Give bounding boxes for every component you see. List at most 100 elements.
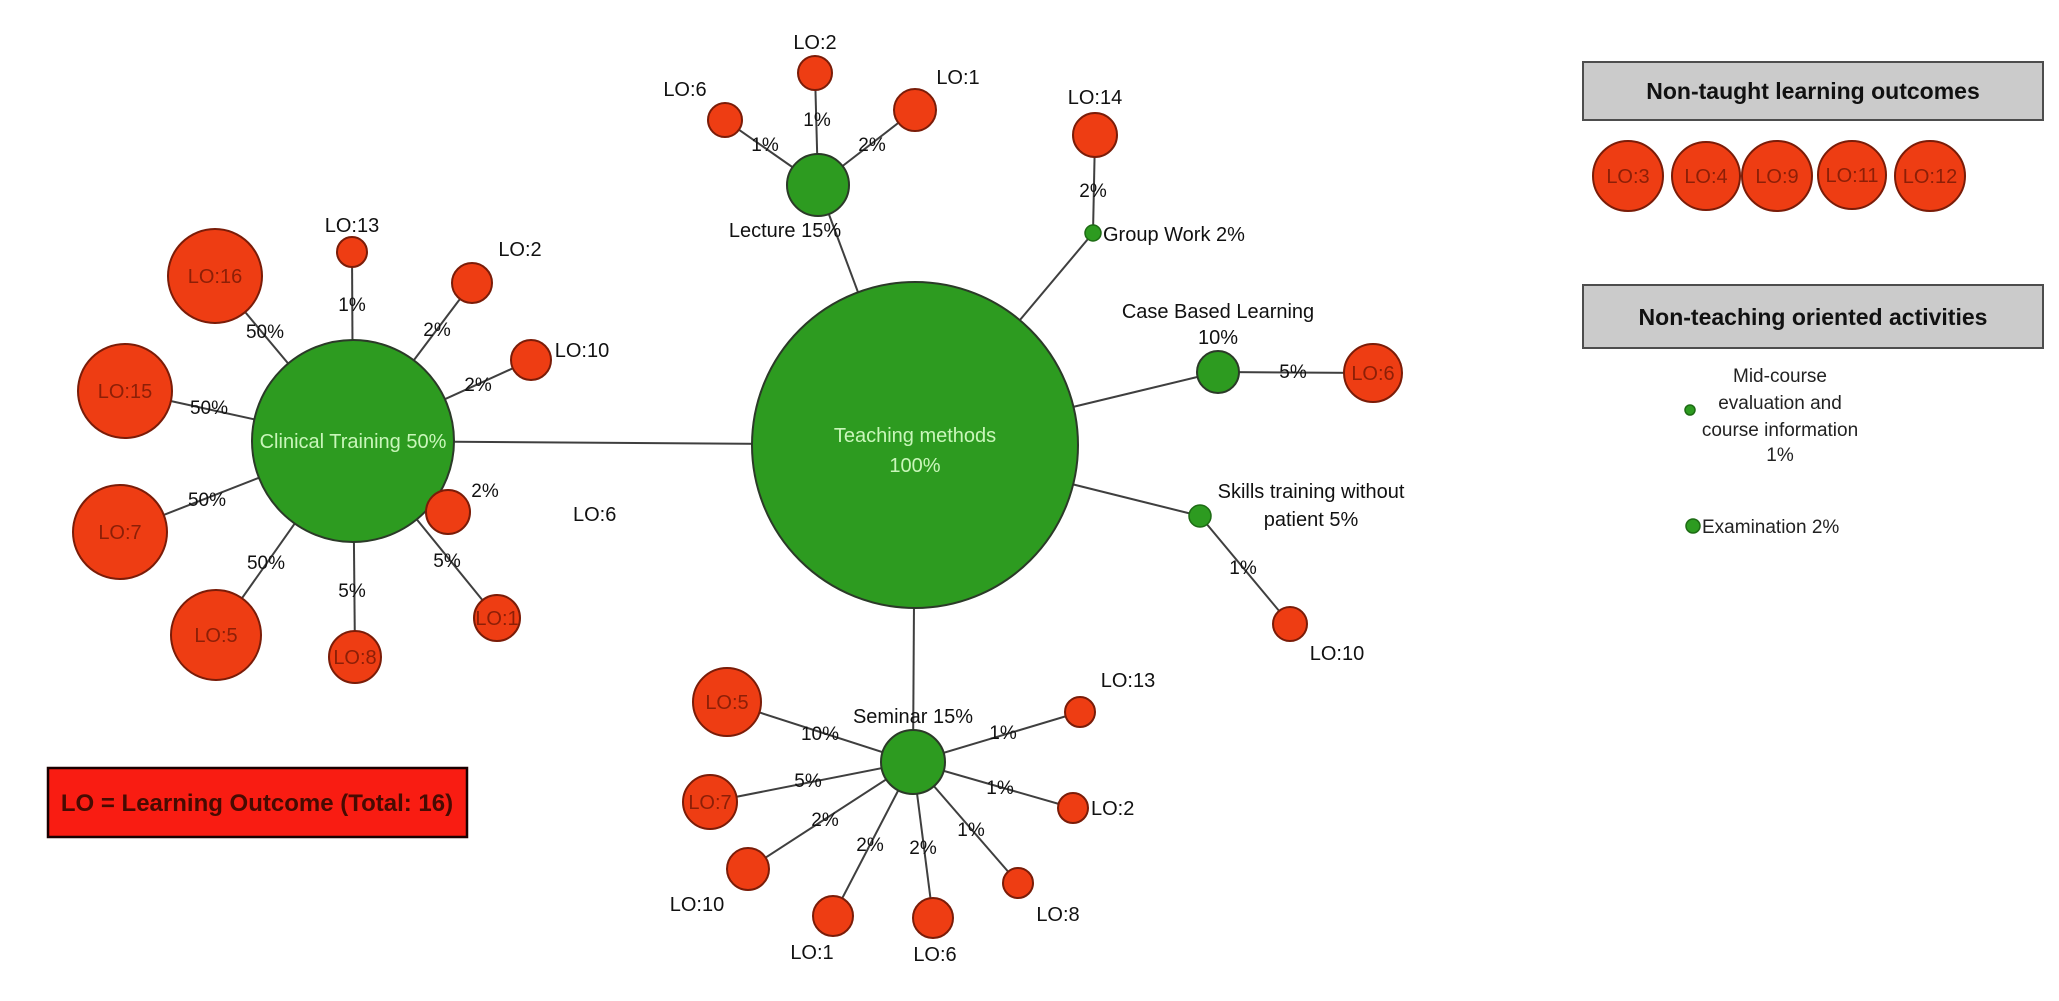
examination-label: Examination 2% [1702,517,1839,538]
legend-label: LO = Learning Outcome (Total: 16) [61,790,453,817]
lecture-lo2-circle [797,55,833,91]
non-taught-lo11-label: LO:11 [1826,165,1879,187]
clinical-lo7-label: LO:7 [98,522,141,544]
node-group [72,55,1403,939]
seminar-lo7-label: LO:7 [688,792,731,814]
clinical-lo8-pct: 5% [338,581,366,602]
non-taught-title: Non-taught learning outcomes [1646,78,1980,104]
seminar-lo1-label: LO:1 [790,942,833,964]
panel-non-teaching: Non-teaching oriented activities Mid-cou… [1582,284,2044,538]
clinical-lo13-pct: 1% [338,295,366,316]
skills-label-line2: patient 5% [1264,509,1359,531]
clinical-lo15-pct: 50% [190,398,228,419]
clinical-lo10-label: LO:10 [555,340,609,362]
clinical-lo15-label: LO:15 [98,381,152,403]
cbl-label-line1: Case Based Learning [1122,301,1314,323]
skills-lo10-label: LO:10 [1310,643,1364,665]
edge-seminar-lo7 [709,761,914,803]
cbl-label-line2: 10% [1198,327,1238,349]
clinical-lo2-pct: 2% [423,320,451,341]
clinical-lo10-pct: 2% [464,375,492,396]
seminar-lo5-pct: 10% [801,724,839,745]
seminar-lo1-pct: 2% [856,835,884,856]
clinical-lo5-pct: 50% [247,553,285,574]
non-taught-lo3-label: LO:3 [1606,166,1649,188]
cbl-lo6-circle [1343,343,1403,403]
clinical-lo6-circle [425,489,471,535]
clinical-lo6-label: LO:6 [573,504,616,526]
seminar-lo7-circle [682,774,738,830]
clinical-lo1-label: LO:1 [475,608,518,630]
lecture-label: Lecture 15% [729,220,842,242]
seminar-circle [880,729,946,795]
hub-label-line1: Teaching methods [834,425,996,447]
midcourse-label-line4: 1% [1766,445,1794,466]
midcourse-label-line3: course information [1702,420,1858,441]
lecture-lo1-label: LO:1 [936,67,979,89]
panel-non-taught: Non-taught learning outcomes LO:3 LO:4 L… [1582,61,2044,212]
seminar-lo2-label: LO:2 [1091,798,1134,820]
legend: LO = Learning Outcome (Total: 16) [46,766,469,839]
clinical-lo16-label: LO:16 [188,266,242,288]
cbl-lo6-pct: 5% [1279,362,1307,383]
seminar-lo13-pct: 1% [989,723,1017,744]
groupwork-lo14-label: LO:14 [1068,87,1122,109]
examination-dot [1685,518,1701,534]
cbl-lo6-label: LO:6 [1351,363,1394,385]
clinical-lo6-pct: 2% [471,481,499,502]
clinical-lo1-pct: 5% [433,551,461,572]
non-taught-lo9-circle [1741,140,1813,212]
skills-lo10-circle [1272,606,1308,642]
non-taught-header-box [1582,61,2044,121]
clinical-lo1-circle [473,594,521,642]
midcourse-label-line2: evaluation and [1718,393,1842,414]
clinical-lo8-label: LO:8 [333,647,376,669]
seminar-lo10-pct: 2% [811,810,839,831]
edge-skills-lo10 [1199,515,1291,625]
groupwork-label: Group Work 2% [1103,224,1245,246]
label-group: Teaching methods 100% Clinical Training … [98,32,1405,966]
hub-teaching-methods-circle [751,281,1079,609]
seminar-lo8-circle [1002,867,1034,899]
seminar-lo6-label: LO:6 [913,944,956,966]
clinical-lo7-pct: 50% [188,490,226,511]
groupwork-lo14-pct: 2% [1079,181,1107,202]
skills-lo10-pct: 1% [1229,558,1257,579]
clinical-lo13-label: LO:13 [325,215,379,237]
seminar-lo1-circle [812,895,854,937]
clinical-lo10-circle [510,339,552,381]
case-based-learning-circle [1196,350,1240,394]
seminar-lo8-label: LO:8 [1036,904,1079,926]
seminar-lo10-label: LO:10 [670,894,724,916]
clinical-lo16-pct: 50% [246,322,284,343]
seminar-lo6-pct: 2% [909,838,937,859]
non-taught-lo9-label: LO:9 [1755,166,1798,188]
seminar-lo2-pct: 1% [986,778,1014,799]
lecture-lo6-label: LO:6 [663,79,706,101]
seminar-lo13-circle [1064,696,1096,728]
seminar-lo8-pct: 1% [957,820,985,841]
clinical-lo7-circle [72,484,168,580]
non-taught-lo12-circle [1894,140,1966,212]
groupwork-lo14-circle [1072,112,1118,158]
clinical-lo5-label: LO:5 [194,625,237,647]
lecture-circle [786,153,850,217]
skills-training-dot [1188,504,1212,528]
seminar-lo2-circle [1057,792,1089,824]
clinical-lo13-circle [336,236,368,268]
group-work-dot [1084,224,1102,242]
lecture-lo2-label: LO:2 [793,32,836,54]
clinical-lo2-label: LO:2 [498,239,541,261]
skills-label-line1: Skills training without [1218,481,1405,503]
seminar-lo10-circle [726,847,770,891]
non-taught-lo12-label: LO:12 [1903,166,1957,188]
non-taught-lo3-circle [1592,140,1664,212]
hub-label-line2: 100% [889,455,940,477]
non-teaching-title: Non-teaching oriented activities [1639,304,1988,330]
lecture-lo2-pct: 1% [803,110,831,131]
clinical-lo2-circle [451,262,493,304]
seminar-lo5-circle [692,667,762,737]
midcourse-dot [1684,404,1696,416]
